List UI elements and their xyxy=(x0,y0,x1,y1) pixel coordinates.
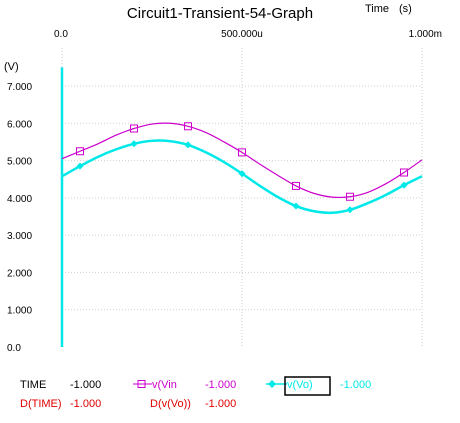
data-point-vin xyxy=(184,122,192,131)
x-axis-unit: (s) xyxy=(399,3,412,15)
y-axis-unit: (V) xyxy=(4,61,19,73)
y-tick-label: 2.000 xyxy=(7,268,32,279)
readout-dvo-value: -1.000 xyxy=(205,398,236,410)
data-point-vin xyxy=(400,168,408,177)
data-point-vo xyxy=(400,181,408,189)
legend-vo-selection-box[interactable] xyxy=(284,376,331,396)
readout-dvo-label: D(v(Vo)) xyxy=(150,398,191,410)
plot-grid xyxy=(61,48,423,347)
x-tick-labels: 0.0 500.000u 1.000m xyxy=(54,29,442,40)
readout-vin-value: -1.000 xyxy=(205,379,236,391)
x-axis-label: Time xyxy=(365,3,389,15)
y-tick-label: 6.000 xyxy=(7,119,32,130)
legend-vin-marker xyxy=(133,380,152,388)
cursor-readout: TIME -1.000 v(Vin -1.000 v(Vo) -1.000 D(… xyxy=(20,376,371,410)
legend-vin-label: v(Vin xyxy=(152,379,177,391)
readout-time-value: -1.000 xyxy=(70,379,101,391)
readout-dtime-value: -1.000 xyxy=(70,398,101,410)
readout-dtime-label: D(TIME) xyxy=(20,398,62,410)
legend-vo-label: v(Vo) xyxy=(287,379,313,391)
data-point-vin xyxy=(130,124,138,133)
y-tick-label: 4.000 xyxy=(7,194,32,205)
data-point-vin xyxy=(238,148,246,157)
y-tick-label: 3.000 xyxy=(7,231,32,242)
x-tick-label: 500.000u xyxy=(221,29,263,40)
y-tick-label: 7.000 xyxy=(7,82,32,93)
x-tick-label: 0.0 xyxy=(54,29,68,40)
data-point-vo xyxy=(238,170,246,178)
chart-title: Circuit1-Transient-54-Graph xyxy=(127,5,313,22)
y-tick-label: 0.0 xyxy=(7,343,21,354)
data-point-vin xyxy=(346,192,354,201)
x-tick-label: 1.000m xyxy=(409,29,442,40)
readout-time-label: TIME xyxy=(20,379,46,391)
data-point-vo xyxy=(130,140,138,148)
readout-vo-value: -1.000 xyxy=(340,379,371,391)
y-tick-label: 5.000 xyxy=(7,157,32,168)
series-line-vin xyxy=(61,122,423,199)
data-point-vo xyxy=(76,162,84,170)
data-point-vo xyxy=(292,202,300,210)
data-point-vo xyxy=(346,206,354,214)
data-point-vo xyxy=(184,141,192,149)
y-tick-label: 1.000 xyxy=(7,306,32,317)
data-point-vin xyxy=(76,147,84,156)
data-point-vin xyxy=(292,181,300,190)
legend-vo-marker xyxy=(266,380,287,388)
plot-series xyxy=(60,67,423,347)
y-tick-labels: 0.0 1.000 2.000 3.000 4.000 5.000 6.000 7.000 xyxy=(7,82,32,354)
